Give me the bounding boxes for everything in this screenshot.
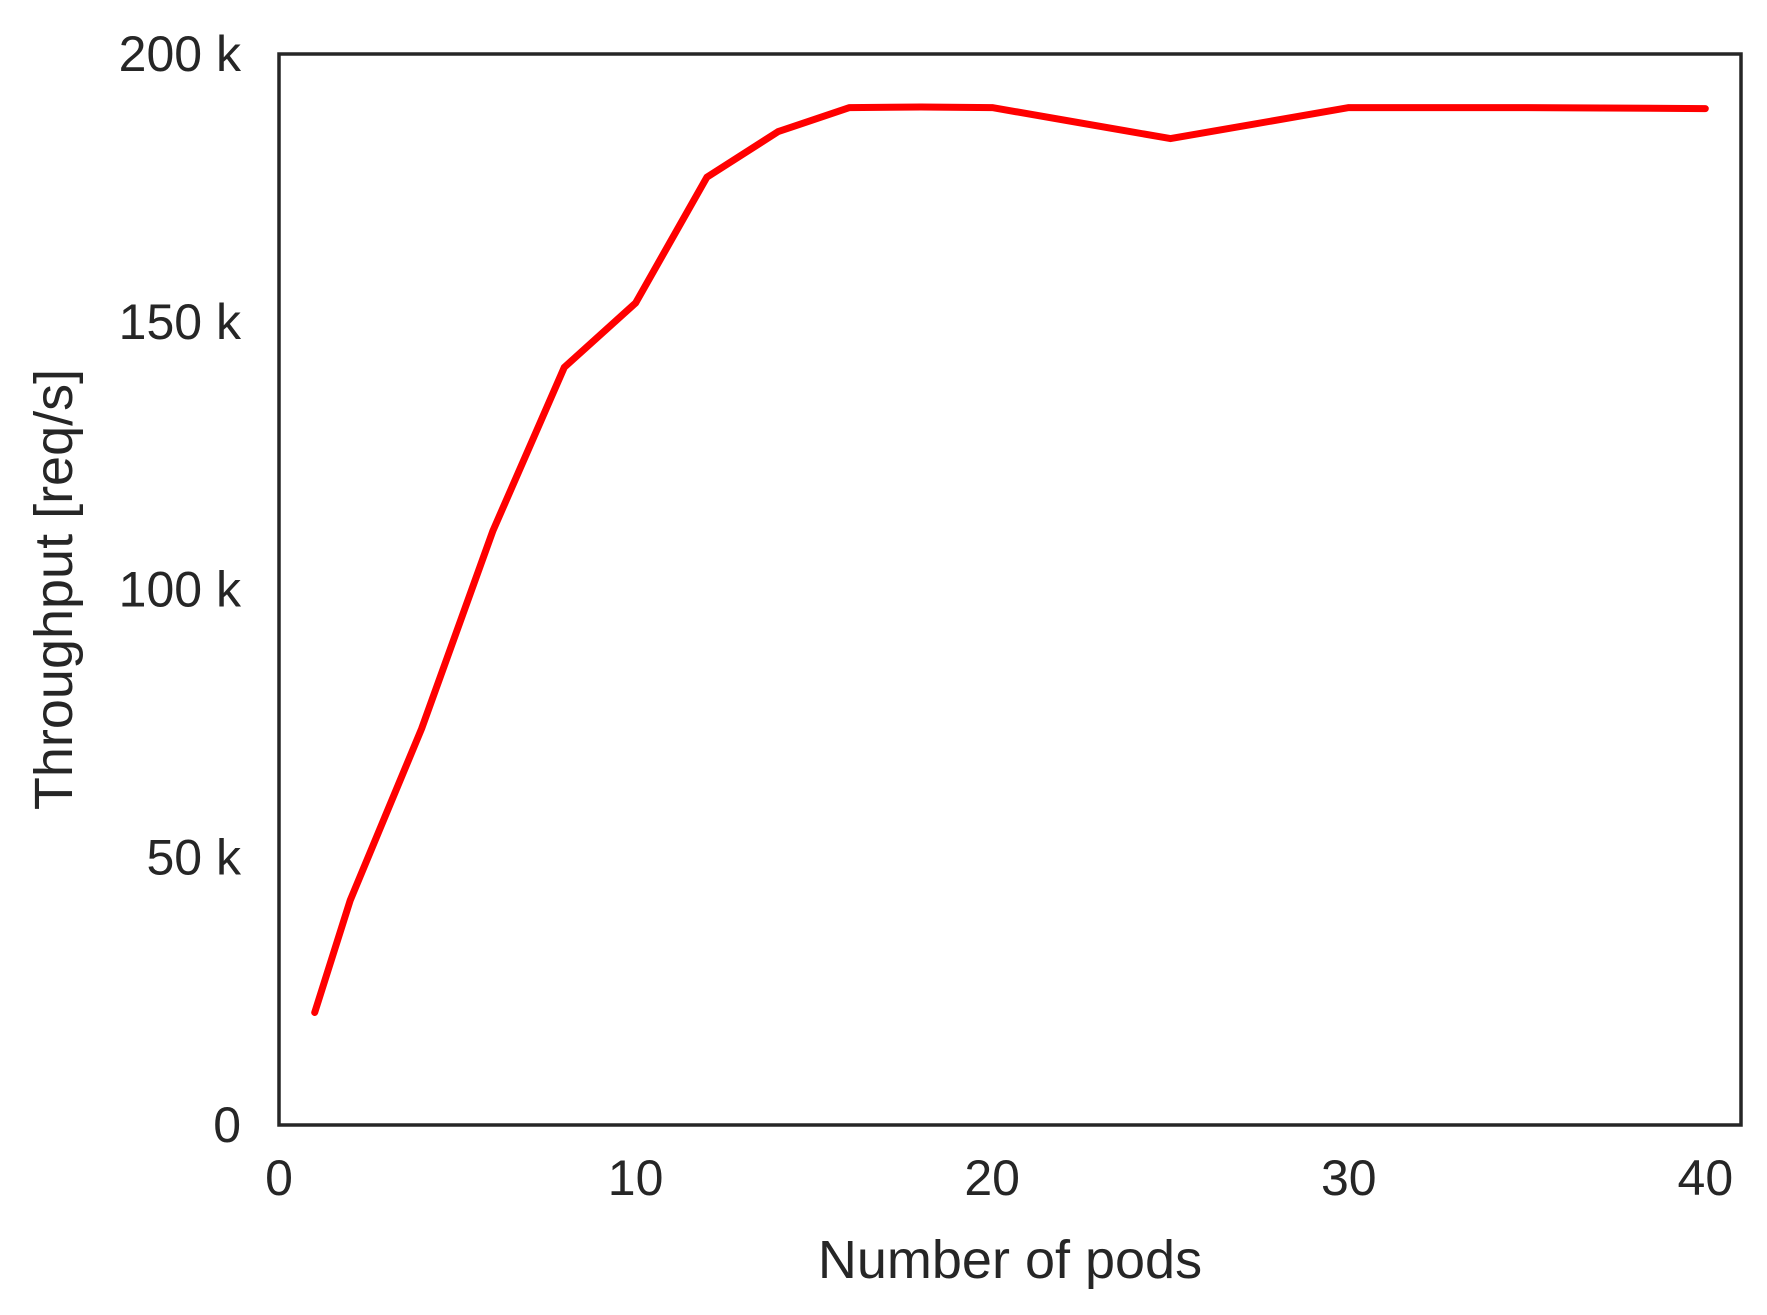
plot-frame bbox=[277, 52, 1743, 1127]
x-tick-label: 0 bbox=[265, 1150, 293, 1206]
y-tick-label: 200 k bbox=[119, 26, 242, 82]
y-tick-label: 150 k bbox=[119, 294, 242, 350]
y-tick-label: 100 k bbox=[119, 562, 242, 618]
x-tick-label: 30 bbox=[1321, 1150, 1377, 1206]
series-layer bbox=[311, 103, 1709, 1016]
x-tick-label: 20 bbox=[964, 1150, 1020, 1206]
x-tick-label: 10 bbox=[608, 1150, 664, 1206]
y-tick-label: 50 k bbox=[146, 829, 242, 885]
y-tick-label: 0 bbox=[213, 1097, 241, 1153]
y-axis-label: Throughput [req/s] bbox=[24, 369, 84, 810]
x-tick-label: 40 bbox=[1678, 1150, 1734, 1206]
x-axis-ticks: 0 10 20 30 40 bbox=[265, 1150, 1733, 1206]
series-line-0 bbox=[311, 103, 1709, 1016]
x-axis-label: Number of pods bbox=[818, 1230, 1202, 1290]
y-axis-ticks: 0 50 k 100 k 150 k 200 k bbox=[119, 26, 242, 1153]
